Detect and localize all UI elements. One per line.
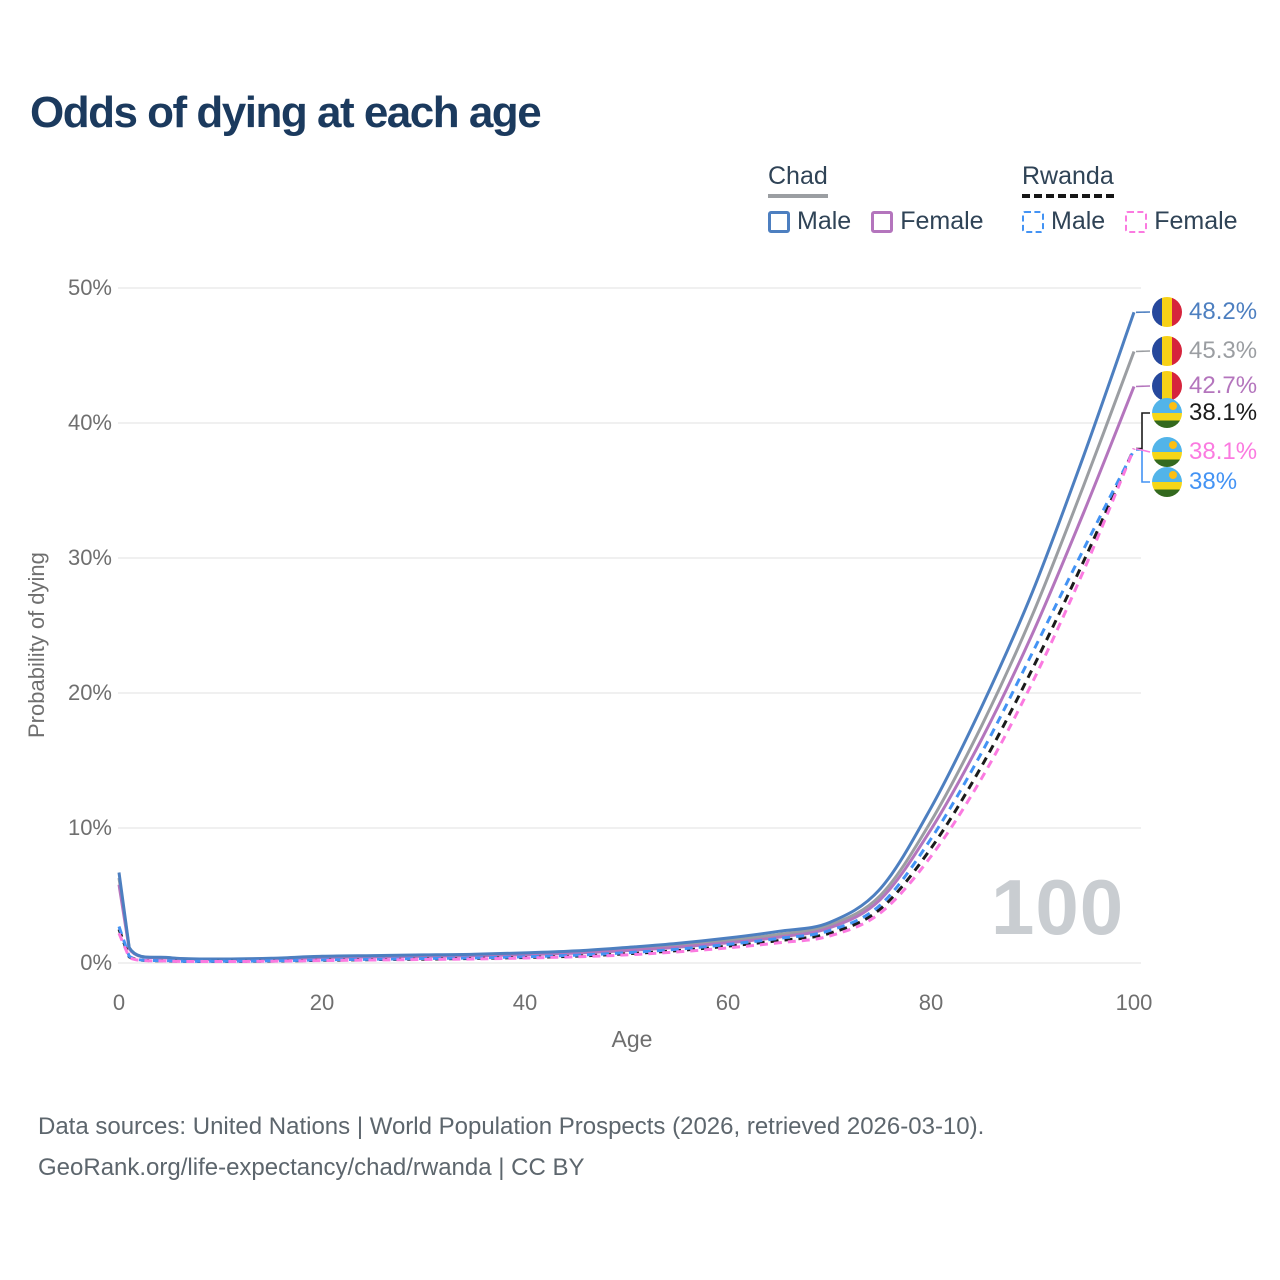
chad-flag-icon — [1152, 371, 1182, 401]
rwanda-flag-icon — [1152, 437, 1182, 467]
y-tick-label: 30% — [67, 545, 112, 570]
footer-sources-line: Data sources: United Nations | World Pop… — [38, 1113, 985, 1140]
end-label-connector — [1135, 350, 1151, 353]
legend-group-rwanda: Rwanda Male Female — [1022, 162, 1238, 236]
x-tick-label: 60 — [715, 990, 741, 1015]
legend-swatch-chad-male-icon — [768, 210, 790, 233]
footer-attribution-line[interactable]: GeoRank.org/life-expectancy/chad/rwanda … — [38, 1154, 585, 1181]
end-label-chad-both-sexes[interactable]: 45.3% — [1152, 335, 1257, 367]
y-tick-label: 10% — [67, 815, 112, 840]
y-tick-label: 50% — [67, 275, 112, 300]
legend-item-rwanda-male[interactable]: Male — [1022, 207, 1105, 236]
end-label-connector — [1136, 449, 1150, 483]
legend-swatch-chad-female-icon — [871, 210, 894, 233]
x-tick-label: 80 — [918, 990, 944, 1015]
series-line-chad-female[interactable] — [117, 385, 1136, 962]
chad-flag-icon — [1152, 336, 1182, 366]
end-label-value: 48.2% — [1189, 298, 1258, 325]
page-title: Odds of dying at each age — [30, 88, 542, 137]
watermark-age-value: 100 — [991, 863, 1125, 951]
legend-header-rwanda[interactable]: Rwanda — [1022, 162, 1114, 198]
legend-swatch-rwanda-female-icon — [1125, 210, 1148, 233]
end-label-value: 38.1% — [1189, 438, 1258, 465]
legend-swatch-rwanda-male-icon — [1022, 210, 1044, 233]
x-tick-label: 100 — [1115, 990, 1153, 1015]
footer: Data sources: United Nations | World Pop… — [38, 1106, 984, 1188]
series-line-rwanda-male[interactable] — [117, 449, 1136, 963]
end-label-connector — [1136, 412, 1150, 450]
end-label-value: 38.1% — [1189, 399, 1258, 426]
end-label-connector — [1135, 447, 1151, 453]
y-tick-label: 0% — [80, 950, 112, 975]
x-axis-title: Age — [611, 1026, 653, 1052]
series-line-chad-male[interactable] — [117, 311, 1136, 961]
sun-icon — [1169, 471, 1177, 479]
series-line-chad-both-sexes[interactable] — [117, 350, 1136, 961]
legend-label-chad-male: Male — [797, 207, 852, 235]
rwanda-flag-icon — [1152, 467, 1182, 497]
y-tick-label: 20% — [67, 680, 112, 705]
legend-header-chad[interactable]: Chad — [768, 162, 828, 198]
sun-icon — [1169, 441, 1177, 449]
x-tick-label: 20 — [309, 990, 335, 1015]
end-label-rwanda-male[interactable]: 38% — [1152, 466, 1237, 498]
legend-group-chad: Chad Male Female — [768, 162, 984, 236]
end-label-value: 42.7% — [1189, 372, 1258, 399]
end-label-rwanda-female[interactable]: 38.1% — [1152, 436, 1257, 468]
end-label-connector — [1135, 385, 1151, 388]
chad-flag-icon — [1152, 297, 1182, 327]
sun-icon — [1169, 402, 1177, 410]
end-label-chad-male[interactable]: 48.2% — [1152, 296, 1257, 328]
legend-label-rwanda-male: Male — [1051, 207, 1106, 235]
legend-item-chad-female[interactable]: Female — [871, 207, 984, 236]
x-tick-label: 0 — [112, 990, 126, 1015]
end-label-value: 38% — [1189, 468, 1238, 495]
end-label-rwanda-both-sexes[interactable]: 38.1% — [1152, 397, 1257, 429]
y-tick-label: 40% — [67, 410, 112, 435]
end-label-value: 45.3% — [1189, 337, 1258, 364]
series-line-rwanda-both-sexes[interactable] — [117, 447, 1136, 963]
legend-item-chad-male[interactable]: Male — [768, 207, 851, 236]
legend-item-rwanda-female[interactable]: Female — [1125, 207, 1238, 236]
legend-label-chad-female: Female — [900, 207, 984, 235]
x-tick-label: 40 — [512, 990, 538, 1015]
legend-label-rwanda-female: Female — [1154, 207, 1238, 235]
y-axis-title: Probability of dying — [24, 552, 49, 738]
end-label-chad-female[interactable]: 42.7% — [1152, 370, 1257, 402]
rwanda-flag-icon — [1152, 398, 1182, 428]
